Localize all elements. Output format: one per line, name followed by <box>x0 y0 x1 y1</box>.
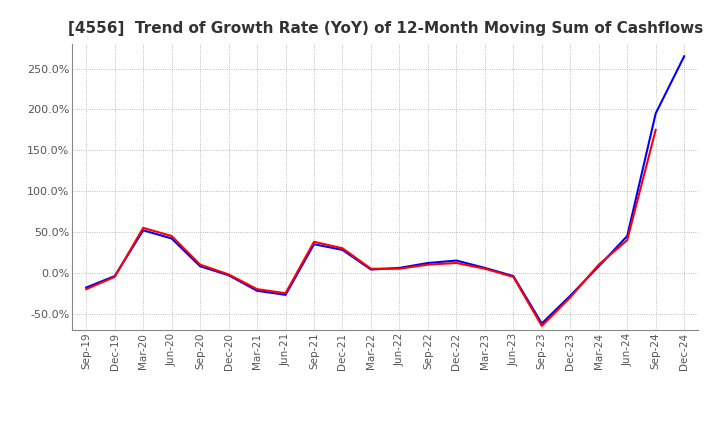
Operating Cashflow <box>82 286 91 292</box>
Free Cashflow <box>167 236 176 241</box>
Operating Cashflow <box>652 127 660 132</box>
Free Cashflow <box>595 264 603 269</box>
Free Cashflow <box>82 285 91 290</box>
Operating Cashflow <box>167 233 176 238</box>
Free Cashflow <box>423 260 432 266</box>
Free Cashflow <box>566 293 575 298</box>
Operating Cashflow <box>310 239 318 244</box>
Title: [4556]  Trend of Growth Rate (YoY) of 12-Month Moving Sum of Cashflows: [4556] Trend of Growth Rate (YoY) of 12-… <box>68 21 703 36</box>
Free Cashflow <box>680 54 688 59</box>
Free Cashflow <box>310 242 318 247</box>
Free Cashflow <box>338 247 347 253</box>
Operating Cashflow <box>253 286 261 292</box>
Line: Operating Cashflow: Operating Cashflow <box>86 130 656 326</box>
Line: Free Cashflow: Free Cashflow <box>86 56 684 323</box>
Operating Cashflow <box>196 262 204 267</box>
Free Cashflow <box>196 264 204 269</box>
Operating Cashflow <box>509 274 518 279</box>
Operating Cashflow <box>480 266 489 271</box>
Free Cashflow <box>480 265 489 271</box>
Free Cashflow <box>110 273 119 279</box>
Free Cashflow <box>395 265 404 271</box>
Operating Cashflow <box>452 260 461 266</box>
Free Cashflow <box>537 321 546 326</box>
Free Cashflow <box>509 273 518 279</box>
Free Cashflow <box>225 273 233 278</box>
Free Cashflow <box>139 227 148 233</box>
Operating Cashflow <box>110 274 119 279</box>
Operating Cashflow <box>595 262 603 267</box>
Operating Cashflow <box>338 246 347 251</box>
Operating Cashflow <box>537 323 546 329</box>
Operating Cashflow <box>623 238 631 243</box>
Free Cashflow <box>652 111 660 116</box>
Operating Cashflow <box>566 295 575 300</box>
Free Cashflow <box>452 258 461 263</box>
Free Cashflow <box>282 292 290 297</box>
Operating Cashflow <box>225 272 233 277</box>
Free Cashflow <box>623 233 631 238</box>
Free Cashflow <box>366 267 375 272</box>
Free Cashflow <box>253 288 261 293</box>
Operating Cashflow <box>395 266 404 271</box>
Operating Cashflow <box>139 225 148 231</box>
Operating Cashflow <box>423 262 432 267</box>
Operating Cashflow <box>282 290 290 296</box>
Operating Cashflow <box>366 266 375 271</box>
